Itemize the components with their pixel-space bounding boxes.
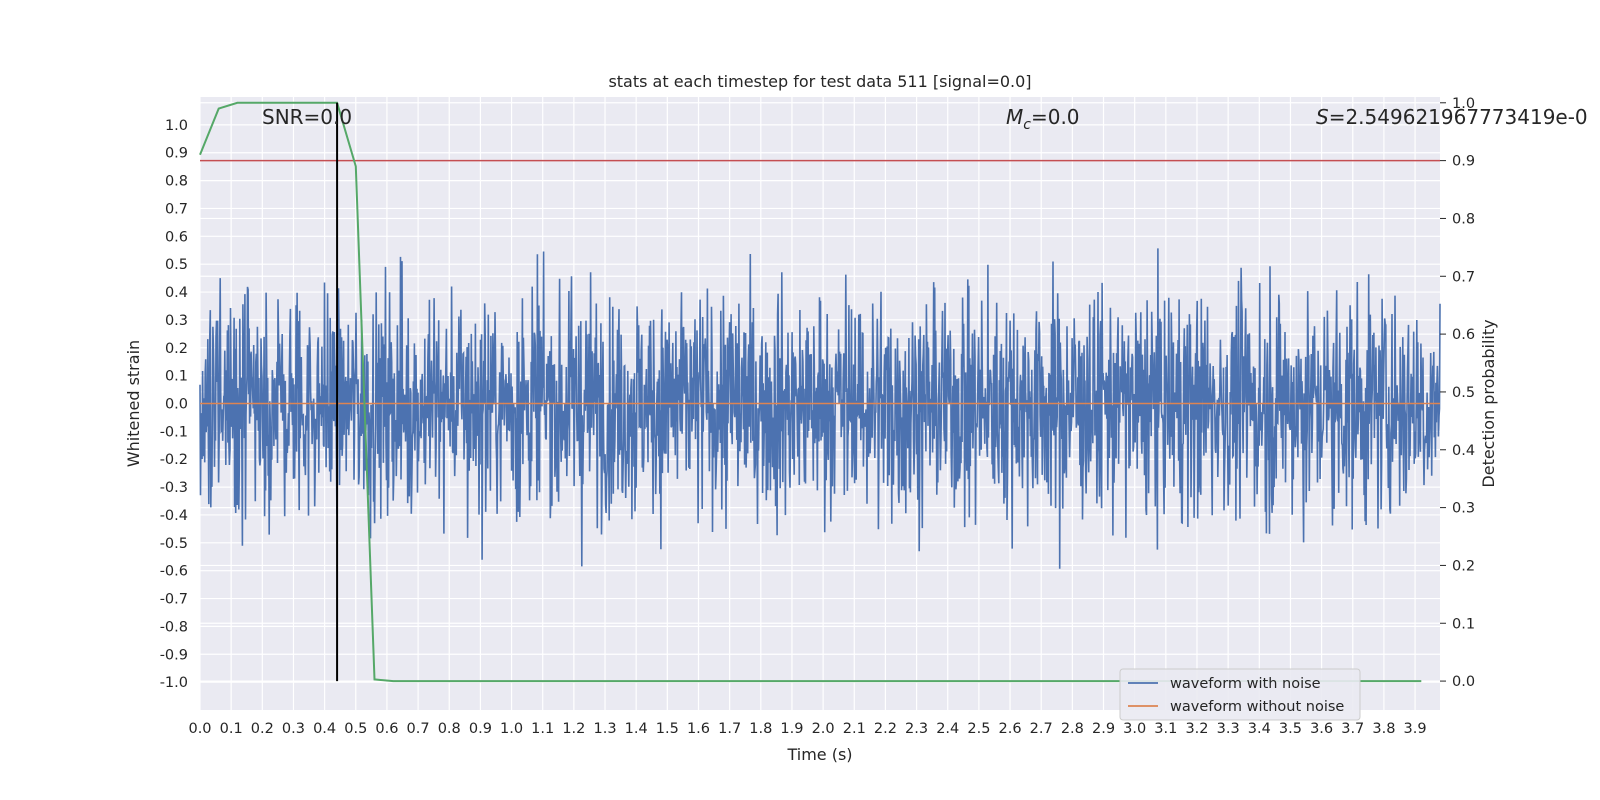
- snr-annotation: SNR=0.0: [262, 105, 352, 129]
- x-tick-label: 1.1: [531, 721, 554, 737]
- x-tick-label: 2.4: [936, 721, 959, 737]
- series-waveform-with-noise: [199, 248, 1441, 569]
- x-tick-label: 3.2: [1185, 721, 1208, 737]
- y-tick-label: 0.5: [165, 257, 188, 273]
- x-axis-label: Time (s): [786, 745, 852, 764]
- mc-subscript: c: [1023, 117, 1031, 133]
- x-tick-label: 3.5: [1279, 721, 1302, 737]
- y-tick-label: -0.1: [160, 424, 188, 440]
- x-tick-label: 3.1: [1154, 721, 1177, 737]
- y-tick-label: -0.5: [160, 536, 188, 552]
- x-tick-label: 2.8: [1061, 721, 1084, 737]
- x-tick-label: 0.1: [220, 721, 243, 737]
- x-tick-label: 1.3: [593, 721, 616, 737]
- y-tick-label: 0.7: [165, 201, 188, 217]
- right-tick-label: 0.1: [1452, 616, 1475, 632]
- x-tick-label: 3.9: [1404, 721, 1427, 737]
- right-tick-label: 0.3: [1452, 501, 1475, 517]
- y-tick-label: -0.8: [160, 619, 188, 635]
- y-tick-label: 0.0: [165, 397, 188, 413]
- right-tick-label: 0.9: [1452, 154, 1475, 170]
- right-tick-label: 0.2: [1452, 558, 1475, 574]
- x-tick-label: 3.7: [1341, 721, 1364, 737]
- mc-symbol: M: [1006, 105, 1023, 129]
- x-tick-label: 1.8: [749, 721, 772, 737]
- y-tick-label: 0.8: [165, 174, 188, 190]
- x-tick-label: 2.9: [1092, 721, 1115, 737]
- x-tick-label: 1.0: [500, 721, 523, 737]
- y-axis-ticks: 1.0 0.9 0.8 0.7 0.6 0.5 0.4 0.3 0.2 0.1 0.0 -0.1 -0.…: [160, 118, 188, 691]
- y-tick-label: 0.6: [165, 229, 188, 245]
- right-tick-label: 0.8: [1452, 211, 1475, 227]
- s-symbol: S: [1316, 105, 1329, 129]
- y-axis-label: Whitened strain: [124, 340, 143, 467]
- y-tick-label: -1.0: [160, 675, 188, 691]
- x-tick-label: 2.0: [812, 721, 835, 737]
- chirp-mass-annotation: Mc=0.0: [1006, 105, 1080, 133]
- x-tick-label: 1.5: [656, 721, 679, 737]
- right-tick-label: 0.7: [1452, 269, 1475, 285]
- x-axis-ticks: 0.0 0.1 0.2 0.3 0.4 0.5 0.6 0.7 0.8 0.9 1.0 1.1 1.2 1…: [188, 721, 1426, 737]
- x-tick-label: 0.3: [282, 721, 305, 737]
- x-tick-label: 0.8: [438, 721, 461, 737]
- x-tick-label: 3.0: [1123, 721, 1146, 737]
- x-tick-label: 2.6: [999, 721, 1022, 737]
- x-tick-label: 1.7: [718, 721, 741, 737]
- y-tick-label: 0.3: [165, 313, 188, 329]
- y-tick-label: -0.6: [160, 564, 188, 580]
- x-tick-label: 2.2: [874, 721, 897, 737]
- x-tick-label: 0.5: [344, 721, 367, 737]
- right-axis-label: Detection probability: [1479, 319, 1498, 487]
- waveform-with-noise-line: [199, 248, 1441, 569]
- y-tick-label: 0.1: [165, 369, 188, 385]
- x-tick-label: 2.5: [967, 721, 990, 737]
- s-value: =2.549621967773419e-0: [1329, 105, 1588, 129]
- x-tick-label: 3.4: [1248, 721, 1271, 737]
- x-tick-label: 0.0: [188, 721, 211, 737]
- x-tick-label: 3.6: [1310, 721, 1333, 737]
- right-axis-ticks: 1.0 0.9 0.8 0.7 0.6 0.5 0.4 0.3 0.2 0.1 0.0: [1440, 96, 1475, 690]
- right-tick-label: 0.4: [1452, 443, 1475, 459]
- right-tick-label: 1.0: [1452, 96, 1475, 112]
- x-tick-label: 0.7: [407, 721, 430, 737]
- x-tick-label: 2.1: [843, 721, 866, 737]
- right-tick-label: 0.0: [1452, 674, 1475, 690]
- x-tick-label: 0.9: [469, 721, 492, 737]
- x-tick-label: 1.4: [625, 721, 648, 737]
- s-annotation: S=2.549621967773419e-0: [1316, 105, 1588, 129]
- y-tick-label: 0.2: [165, 341, 188, 357]
- mc-value: =0.0: [1031, 105, 1080, 129]
- x-tick-label: 3.8: [1372, 721, 1395, 737]
- x-tick-label: 1.6: [687, 721, 710, 737]
- y-tick-label: -0.7: [160, 592, 188, 608]
- y-tick-label: -0.9: [160, 647, 188, 663]
- chart-title: stats at each timestep for test data 511…: [608, 72, 1031, 91]
- x-tick-label: 1.2: [562, 721, 585, 737]
- y-tick-label: 0.9: [165, 146, 188, 162]
- detection-probability-line: [199, 101, 1422, 683]
- right-tick-label: 0.5: [1452, 385, 1475, 401]
- y-tick-label: -0.2: [160, 452, 188, 468]
- y-tick-label: 1.0: [165, 118, 188, 134]
- right-tick-label: 0.6: [1452, 327, 1475, 343]
- x-tick-label: 2.3: [905, 721, 928, 737]
- y-tick-label: -0.4: [160, 508, 188, 524]
- legend-box: [1119, 668, 1361, 721]
- x-tick-label: 0.4: [313, 721, 336, 737]
- legend-label-with-noise: waveform with noise: [1170, 676, 1321, 692]
- x-tick-label: 0.6: [375, 721, 398, 737]
- x-tick-label: 2.7: [1030, 721, 1053, 737]
- legend-label-without-noise: waveform without noise: [1170, 699, 1344, 715]
- legend: waveform with noise waveform without noi…: [1119, 668, 1361, 721]
- series-detection-probability: [199, 101, 1422, 683]
- x-tick-label: 3.3: [1217, 721, 1240, 737]
- x-tick-label: 1.9: [780, 721, 803, 737]
- x-tick-label: 0.2: [251, 721, 274, 737]
- y-tick-label: 0.4: [165, 285, 188, 301]
- y-tick-label: -0.3: [160, 480, 188, 496]
